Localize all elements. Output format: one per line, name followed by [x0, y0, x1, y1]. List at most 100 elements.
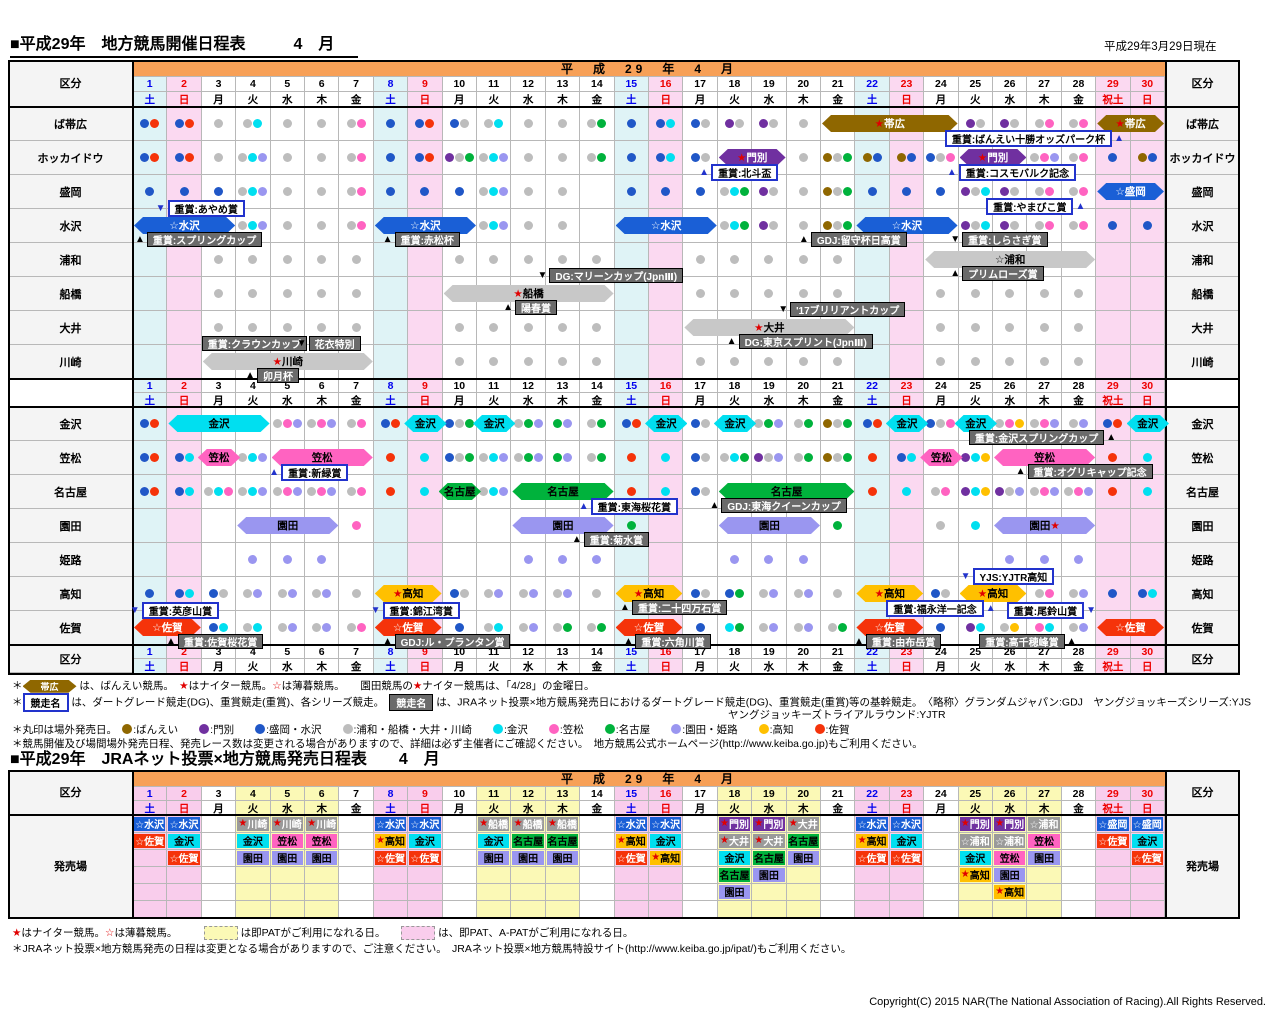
offtrack-sale-dot	[385, 153, 395, 162]
day-header-cell: 6	[305, 787, 340, 801]
day-cell	[1096, 345, 1131, 379]
day-cell	[477, 543, 512, 577]
race-note: ▼ 重賞:英彦山賞	[128, 602, 220, 619]
day-cell	[339, 141, 374, 175]
sale-venue-chip: 名古屋	[718, 867, 751, 882]
day-header-dow: 月	[924, 92, 959, 107]
offtrack-sale-dot	[1068, 119, 1078, 128]
offtrack-sale-dot	[1000, 221, 1010, 230]
offtrack-sale-dot	[823, 221, 833, 230]
offtrack-sale-dot	[1029, 153, 1039, 162]
offtrack-sale-dot	[798, 153, 808, 162]
sale-venue-chip: ★ 大井	[718, 833, 751, 848]
day-cell	[133, 509, 168, 543]
offtrack-sale-dot	[592, 255, 602, 264]
offtrack-sale-dot	[1005, 357, 1015, 366]
offtrack-sale-dot	[282, 487, 292, 496]
offtrack-sale-dot	[317, 255, 327, 264]
offtrack-sale-dot	[1044, 187, 1054, 196]
day-header-dow: 木	[1027, 393, 1062, 407]
day-header-cell: 11	[477, 379, 512, 393]
day-header-dow: 火	[958, 92, 993, 107]
offtrack-sale-dot	[523, 357, 533, 366]
day-header-cell: 21	[821, 77, 856, 92]
note-box: 花衣特別	[308, 336, 361, 351]
day-header-cell: 14	[580, 787, 615, 801]
offtrack-sale-dot	[769, 119, 779, 128]
legend-dot-icon	[548, 723, 559, 734]
legend-dot-icon	[255, 723, 266, 734]
sale-venue-chip: 金沢	[650, 833, 682, 848]
offtrack-sale-dot	[557, 153, 567, 162]
row-label: 浦和	[1165, 243, 1240, 277]
sale-venue-chip: 園田	[787, 850, 819, 865]
offtrack-sale-dot	[282, 221, 292, 230]
offtrack-sale-dot	[597, 453, 607, 462]
note-box: DG:東京スプリント(JpnⅢ)	[738, 334, 873, 349]
grid-line	[8, 770, 10, 917]
sale-venue-chip: ★ 船橋	[478, 816, 510, 831]
offtrack-sale-dot	[946, 419, 956, 428]
apat-swatch	[401, 926, 436, 941]
offtrack-sale-dot	[901, 487, 911, 496]
day-cell	[442, 543, 477, 577]
offtrack-sale-dot	[1103, 419, 1113, 428]
offtrack-sale-dot	[248, 153, 258, 162]
sale-venue-chip: 金沢	[478, 833, 510, 848]
day-cell	[1027, 277, 1062, 311]
offtrack-sale-dot	[523, 187, 533, 196]
day-header-cell: 15	[614, 787, 649, 801]
day-header-dow: 日	[649, 92, 684, 107]
day-cell	[821, 441, 856, 475]
day-cell	[339, 209, 374, 243]
offtrack-sale-dot	[489, 221, 499, 230]
day-cell	[201, 277, 237, 311]
offtrack-sale-dot	[1073, 487, 1083, 496]
offtrack-sale-dot	[980, 487, 990, 496]
offtrack-sale-dot	[764, 453, 774, 462]
offtrack-sale-dot	[734, 589, 744, 598]
offtrack-sale-dot	[1005, 289, 1015, 298]
offtrack-sale-dot	[533, 453, 543, 462]
day-cell	[477, 311, 512, 345]
note-marker-icon: ▲	[135, 234, 145, 245]
offtrack-sale-dot	[248, 323, 258, 332]
day-header-dow: 土	[614, 393, 649, 407]
note-marker-icon: ▲	[726, 336, 737, 347]
offtrack-sale-dot	[557, 119, 567, 128]
sale-venue-chip: ☆水沢	[134, 816, 166, 831]
offtrack-sale-dot	[243, 119, 253, 128]
race-meeting-bar: 金沢	[1127, 415, 1169, 432]
offtrack-sale-dot	[739, 221, 749, 230]
offtrack-sale-dot	[454, 187, 464, 196]
row-label: 区分	[1165, 770, 1240, 815]
day-cell	[717, 345, 753, 379]
banei-bar-swatch: 帯広	[23, 680, 77, 693]
offtrack-sale-dot	[145, 187, 155, 196]
offtrack-sale-dot	[833, 221, 843, 230]
note-box: 重賞:菊水賞	[583, 532, 650, 547]
offtrack-sale-dot	[327, 487, 337, 496]
note-marker-icon: ▼	[1086, 605, 1096, 616]
race-note: ▼ '17ブリリアントカップ	[776, 302, 906, 317]
sokupat-swatch	[203, 926, 238, 941]
note-marker-icon: ▲	[1114, 133, 1125, 144]
race-note: ▲ 重賞:二十四万石賞	[618, 600, 728, 615]
offtrack-sale-dot	[552, 453, 562, 462]
offtrack-sale-dot	[1073, 289, 1083, 298]
legend-dot-icon	[671, 723, 682, 734]
note-box: 重賞:福永洋一記念	[886, 600, 984, 617]
offtrack-sale-dot	[833, 589, 843, 598]
day-cell	[477, 107, 512, 141]
day-cell	[924, 407, 959, 441]
sale-venue-chip: ★ 船橋	[546, 816, 579, 831]
day-cell	[683, 277, 718, 311]
day-cell	[580, 311, 615, 345]
row-label: 盛岡	[8, 175, 133, 209]
offtrack-sale-dot	[862, 419, 872, 428]
legend-dot-icon	[814, 723, 825, 734]
day-cell	[408, 175, 443, 209]
day-header-cell: 5	[270, 77, 305, 92]
offtrack-sale-dot	[356, 153, 366, 162]
